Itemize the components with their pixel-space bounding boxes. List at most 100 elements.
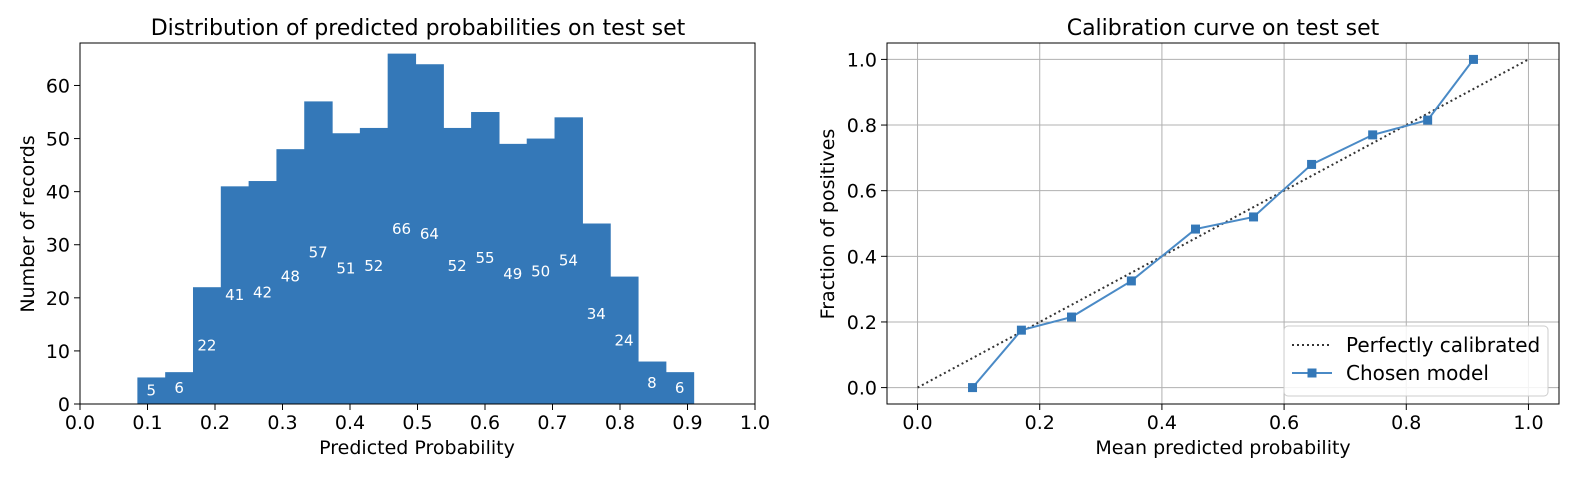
y-tick-label: 0.6 (847, 181, 877, 203)
x-tick-label: 1.0 (1513, 412, 1543, 434)
x-tick-label: 0.0 (902, 412, 932, 434)
histogram-bar-label: 24 (615, 331, 634, 349)
histogram-bar-label: 55 (475, 249, 494, 267)
x-tick-label: 0.5 (402, 412, 432, 434)
x-tick-label: 0.9 (672, 412, 702, 434)
x-tick-label: 0.4 (1147, 412, 1177, 434)
chosen-model-point (1191, 224, 1201, 234)
histogram-bar-label: 64 (420, 225, 439, 243)
histogram-y-label: Number of records (17, 135, 39, 312)
chosen-model-point (1249, 212, 1259, 222)
histogram-bar (220, 186, 250, 404)
histogram-y-ticks: 0 10 20 30 40 50 60 (46, 75, 80, 416)
histogram-bar-label: 48 (281, 268, 300, 286)
histogram-bar-label: 41 (225, 286, 244, 304)
chosen-model-point (1368, 130, 1378, 140)
histogram-bar (498, 143, 528, 404)
histogram-title: Distribution of predicted probabilities … (151, 16, 686, 41)
legend-perfect-label: Perfectly calibrated (1346, 333, 1540, 357)
histogram-bar (443, 127, 472, 405)
legend-model-label: Chosen model (1346, 361, 1489, 385)
histogram-bar-label: 52 (364, 257, 383, 275)
y-tick-label: 30 (46, 235, 70, 257)
y-tick-label: 1.0 (847, 49, 877, 71)
x-tick-label: 0.8 (1391, 412, 1421, 434)
histogram-bar-label: 6 (675, 379, 685, 397)
chosen-model-point (1126, 276, 1136, 286)
calibration-title: Calibration curve on test set (1067, 16, 1380, 41)
histogram-bar-label: 22 (197, 337, 216, 355)
histogram-bar (610, 276, 639, 404)
x-tick-label: 0.6 (1269, 412, 1299, 434)
x-tick-label: 0.1 (132, 412, 162, 434)
x-tick-label: 0.2 (1025, 412, 1055, 434)
histogram-bar (471, 112, 500, 404)
chosen-model-point (1307, 159, 1317, 169)
histogram-bar (165, 372, 194, 404)
y-tick-label: 0.4 (847, 246, 877, 268)
x-tick-label: 0.2 (200, 412, 230, 434)
x-tick-label: 0.0 (65, 412, 95, 434)
histogram-bar (332, 133, 361, 404)
histogram-bar-label: 51 (336, 260, 355, 278)
histogram-bar (554, 117, 583, 404)
y-tick-label: 0.2 (847, 312, 877, 334)
y-tick-label: 20 (46, 288, 70, 310)
x-tick-label: 0.3 (267, 412, 297, 434)
histogram-bar-label: 50 (531, 262, 550, 280)
y-tick-label: 40 (46, 182, 70, 204)
histogram-x-ticks: 0.0 0.1 0.2 0.3 0.4 0.5 0.6 0.7 0.8 0.9 1.0 (65, 404, 770, 434)
histogram-bar-label: 6 (174, 379, 184, 397)
y-tick-label: 10 (46, 341, 70, 363)
x-tick-label: 1.0 (740, 412, 770, 434)
chosen-model-point (1468, 54, 1478, 64)
histogram-bar (665, 372, 695, 404)
calibration-chart: Calibration curve on test set 0.0 0.2 0.4 0… (817, 16, 1560, 459)
y-tick-label: 0.0 (847, 378, 877, 400)
histogram-bar-label: 42 (253, 284, 272, 302)
histogram-bar (276, 149, 305, 404)
histogram-bar (359, 127, 389, 405)
histogram-bar (637, 361, 667, 404)
histogram-bar (387, 53, 417, 404)
y-tick-label: 0 (58, 394, 70, 416)
histogram-bar-label: 57 (309, 244, 328, 262)
histogram-bar (192, 287, 222, 404)
calibration-legend: Perfectly calibrated Chosen model (1283, 325, 1549, 397)
y-tick-label: 50 (46, 129, 70, 151)
chosen-model-point (1423, 115, 1433, 125)
histogram-bar-label: 66 (392, 220, 411, 238)
histogram-x-label: Predicted Probability (319, 437, 515, 459)
legend-model-swatch-marker (1307, 368, 1317, 378)
histogram-bar-label: 5 (147, 382, 157, 400)
calibration-y-label: Fraction of positives (817, 129, 839, 320)
histogram-bar-label: 34 (587, 305, 606, 323)
y-tick-label: 60 (46, 75, 70, 97)
chosen-model-point (1066, 312, 1076, 322)
histogram-bar (582, 223, 611, 404)
calibration-axes-frame (886, 42, 1560, 405)
histogram-bar (248, 181, 278, 404)
calibration-series (917, 54, 1529, 393)
histogram-bar (526, 138, 556, 404)
x-tick-label: 0.6 (470, 412, 500, 434)
x-tick-label: 0.4 (335, 412, 365, 434)
calibration-x-ticks: 0.0 0.2 0.4 0.6 0.8 1.0 (902, 404, 1544, 434)
histogram-bars (137, 53, 695, 405)
histogram-bar-label: 54 (559, 252, 578, 270)
y-tick-label: 0.8 (847, 115, 877, 137)
x-tick-label: 0.8 (605, 412, 635, 434)
calibration-x-label: Mean predicted probability (1095, 437, 1350, 459)
legend-frame (1283, 325, 1549, 397)
chosen-model-point (968, 383, 978, 393)
x-tick-label: 0.7 (537, 412, 567, 434)
histogram-bar-label: 8 (647, 374, 657, 392)
histogram-chart: Distribution of predicted probabilities … (17, 16, 770, 459)
histogram-bar (415, 64, 444, 404)
histogram-bar-label: 52 (448, 257, 467, 275)
histogram-bar (137, 377, 166, 404)
histogram-bar (304, 101, 333, 404)
calibration-y-ticks: 0.0 0.2 0.4 0.6 0.8 1.0 (847, 49, 887, 400)
